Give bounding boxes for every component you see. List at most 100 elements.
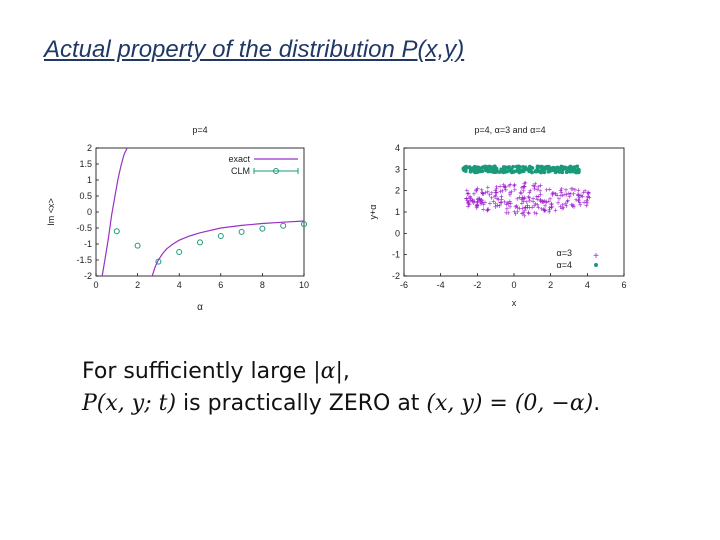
right-alpha3-point: +	[553, 189, 558, 198]
right-alpha3-point: +	[520, 193, 525, 202]
right-alpha3-point: +	[530, 203, 535, 212]
right-alpha3-point: +	[567, 192, 572, 201]
right-alpha3-point: +	[577, 191, 582, 200]
left-legend-clm-marker	[273, 168, 279, 174]
right-alpha3-point: +	[563, 199, 568, 208]
right-alpha4-point	[463, 165, 467, 169]
right-alpha3-point: +	[521, 187, 526, 196]
right-alpha4-point	[514, 164, 519, 169]
right-alpha3-point: +	[539, 205, 544, 214]
right-alpha4-point	[517, 165, 522, 169]
left-xtick-label: 6	[218, 280, 223, 290]
right-alpha4-point	[560, 165, 565, 169]
right-alpha3-point: +	[525, 201, 530, 210]
right-alpha3-point: +	[483, 198, 488, 207]
right-alpha3-point: +	[566, 196, 571, 205]
right-alpha3-point: +	[544, 186, 549, 195]
right-alpha3-point: +	[502, 182, 507, 191]
right-alpha3-point: +	[512, 181, 517, 190]
right-alpha4-point	[517, 170, 522, 175]
right-alpha3-point: +	[508, 199, 513, 208]
right-alpha3-point: +	[479, 186, 484, 195]
right-alpha3-point: +	[513, 203, 518, 212]
right-alpha3-point: +	[520, 209, 525, 218]
right-alpha3-point: +	[540, 197, 545, 206]
right-alpha3-point: +	[532, 184, 537, 193]
right-alpha3-point: +	[578, 200, 583, 209]
right-alpha3-point: +	[585, 194, 590, 203]
right-alpha3-point: +	[472, 189, 477, 198]
right-alpha3-point: +	[520, 195, 525, 204]
right-legend-alpha4-marker	[594, 263, 598, 267]
right-alpha3-point: +	[480, 188, 485, 197]
right-alpha3-point: +	[467, 200, 472, 209]
right-alpha3-point: +	[475, 198, 480, 207]
right-alpha3-point: +	[524, 198, 529, 207]
right-alpha3-point: +	[586, 192, 591, 201]
left-ytick-label: 1	[87, 175, 92, 185]
right-alpha4-point	[490, 169, 494, 174]
right-alpha3-point: +	[565, 197, 570, 206]
right-alpha3-point: +	[500, 187, 505, 196]
right-alpha3-point: +	[522, 182, 527, 191]
slide-title: Actual property of the distribution P(x,…	[44, 36, 465, 63]
right-alpha3-point: +	[528, 186, 533, 195]
right-alpha4-point	[497, 170, 502, 174]
right-alpha3-point: +	[544, 197, 549, 206]
left-ytick-label: 2	[87, 143, 92, 153]
right-xtick-label: 2	[548, 280, 553, 290]
right-alpha3-point: +	[534, 209, 539, 218]
left-plot-frame	[95, 147, 305, 277]
right-alpha3-point: +	[532, 208, 537, 217]
right-alpha3-point: +	[556, 198, 561, 207]
left-legend-exact-label: exact	[228, 154, 250, 164]
right-alpha3-point: +	[468, 194, 473, 203]
right-xtick-label: -6	[400, 280, 408, 290]
right-alpha3-point: +	[538, 190, 543, 199]
right-alpha3-point: +	[493, 191, 498, 200]
right-alpha4-point	[537, 169, 541, 173]
right-alpha3-point: +	[576, 190, 581, 199]
right-alpha3-point: +	[508, 197, 513, 206]
right-alpha3-point: +	[505, 204, 510, 213]
left-x-axis-label: α	[197, 302, 203, 313]
right-alpha3-point: +	[573, 185, 578, 194]
right-alpha4-point	[575, 164, 580, 169]
right-alpha3-point: +	[538, 187, 543, 196]
right-alpha3-point: +	[560, 201, 565, 210]
right-alpha3-point: +	[495, 194, 500, 203]
right-alpha3-point: +	[505, 199, 510, 208]
left-exact-curve-2	[151, 220, 305, 277]
right-alpha3-point: +	[487, 191, 492, 200]
right-alpha3-point: +	[586, 188, 591, 197]
right-alpha3-point: +	[541, 198, 546, 207]
right-alpha3-point: +	[576, 197, 581, 206]
right-alpha3-point: +	[549, 200, 554, 209]
right-alpha4-point	[474, 169, 479, 174]
right-alpha3-point: +	[493, 193, 498, 202]
right-alpha3-point: +	[586, 188, 591, 197]
right-alpha3-point: +	[515, 204, 520, 213]
right-alpha3-point: +	[474, 187, 479, 196]
right-alpha3-point: +	[504, 185, 509, 194]
left-ytick-label: 1.5	[79, 159, 92, 169]
right-alpha3-point: +	[515, 207, 520, 216]
right-alpha3-point: +	[531, 181, 536, 190]
right-x-axis-label: x	[512, 298, 517, 308]
right-alpha4-point	[564, 166, 568, 170]
right-alpha3-point: +	[539, 197, 544, 206]
right-alpha3-point: +	[536, 192, 541, 201]
right-alpha3-point: +	[560, 191, 565, 200]
right-alpha3-point: +	[566, 189, 571, 198]
right-alpha3-point: +	[553, 206, 558, 215]
right-alpha3-point: +	[485, 206, 490, 215]
right-alpha3-point: +	[541, 205, 546, 214]
right-alpha3-point: +	[466, 189, 471, 198]
right-chart: p=4, α=3 and α=4 4 3 2 1 0 -1 -2 -6 -4 -2 0 2 4 6 y+…	[368, 125, 627, 308]
right-alpha3-point: +	[489, 189, 494, 198]
right-alpha3-point: +	[564, 190, 569, 199]
right-alpha3-point: +	[584, 197, 589, 206]
right-alpha3-point: +	[522, 182, 527, 191]
right-alpha3-point: +	[504, 200, 509, 209]
left-exact-curve-1	[101, 147, 129, 277]
